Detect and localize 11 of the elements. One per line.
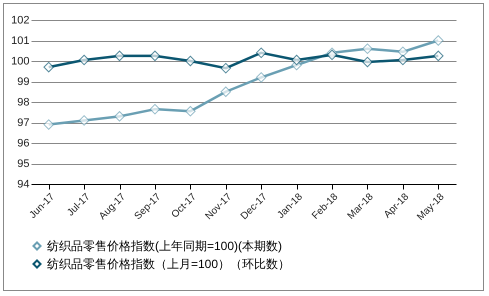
legend-label: 纺织品零售价格指数（上月=100）（环比数） <box>47 257 290 271</box>
y-tick-label: 96 <box>17 138 30 150</box>
y-tick-label: 101 <box>11 35 30 47</box>
y-tick-label: 97 <box>17 117 30 129</box>
y-tick-label: 102 <box>11 14 30 26</box>
y-tick-label: 99 <box>17 76 30 88</box>
y-tick-label: 98 <box>17 96 30 108</box>
y-tick-label: 95 <box>17 158 30 170</box>
y-tick-label: 100 <box>11 56 30 68</box>
y-tick-label: 94 <box>17 178 30 190</box>
legend-label: 纺织品零售价格指数(上年同期=100)(本期数) <box>47 239 282 253</box>
